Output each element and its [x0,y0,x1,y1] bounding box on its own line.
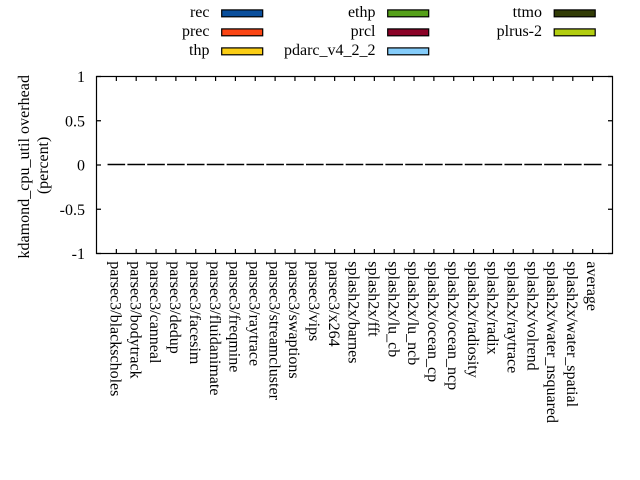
svg-text:pdarc_v4_2_2: pdarc_v4_2_2 [284,42,376,59]
svg-text:ethp: ethp [348,4,376,21]
svg-text:0: 0 [77,158,85,175]
svg-text:parsec3/raytrace: parsec3/raytrace [245,261,262,366]
svg-text:splash2x/ocean_ncp: splash2x/ocean_ncp [444,261,461,390]
svg-text:parsec3/blackscholes: parsec3/blackscholes [107,261,124,396]
svg-text:parsec3/streamcluster: parsec3/streamcluster [265,261,282,400]
svg-text:rec: rec [190,4,210,21]
svg-text:splash2x/water_spatial: splash2x/water_spatial [563,261,580,407]
svg-text:thp: thp [189,42,209,59]
svg-text:parsec3/x264: parsec3/x264 [325,261,342,346]
svg-text:(percent): (percent) [35,137,52,194]
svg-text:parsec3/facesim: parsec3/facesim [186,261,203,365]
svg-text:splash2x/radiosity: splash2x/radiosity [464,261,481,377]
svg-text:splash2x/raytrace: splash2x/raytrace [503,261,520,373]
svg-text:0.5: 0.5 [65,113,85,130]
svg-text:splash2x/barnes: splash2x/barnes [345,261,362,363]
svg-text:parsec3/bodytrack: parsec3/bodytrack [126,261,143,378]
svg-text:prec: prec [182,23,210,40]
svg-text:parsec3/canneal: parsec3/canneal [146,261,163,364]
svg-text:prcl: prcl [351,23,376,40]
svg-text:splash2x/volrend: splash2x/volrend [523,261,540,370]
svg-text:average: average [583,261,600,311]
svg-text:splash2x/ocean_cp: splash2x/ocean_cp [424,261,441,382]
svg-text:plrus-2: plrus-2 [497,23,542,40]
svg-text:splash2x/lu_ncb: splash2x/lu_ncb [404,261,421,365]
svg-text:parsec3/vips: parsec3/vips [305,261,322,341]
svg-text:splash2x/radix: splash2x/radix [484,261,501,354]
svg-text:ttmo: ttmo [513,4,542,21]
svg-text:splash2x/fft: splash2x/fft [365,261,382,337]
svg-text:parsec3/dedup: parsec3/dedup [166,261,183,353]
svg-text:kdamond_cpu_util overhead: kdamond_cpu_util overhead [16,75,33,258]
svg-text:splash2x/water_nsquared: splash2x/water_nsquared [543,261,560,423]
svg-text:1: 1 [77,69,85,86]
svg-text:splash2x/lu_cb: splash2x/lu_cb [384,261,401,357]
svg-text:parsec3/swaptions: parsec3/swaptions [285,261,302,378]
svg-text:parsec3/freqmine: parsec3/freqmine [226,261,243,372]
svg-text:-1: -1 [72,246,85,263]
svg-text:-0.5: -0.5 [60,202,85,219]
svg-text:parsec3/fluidanimate: parsec3/fluidanimate [206,261,223,395]
